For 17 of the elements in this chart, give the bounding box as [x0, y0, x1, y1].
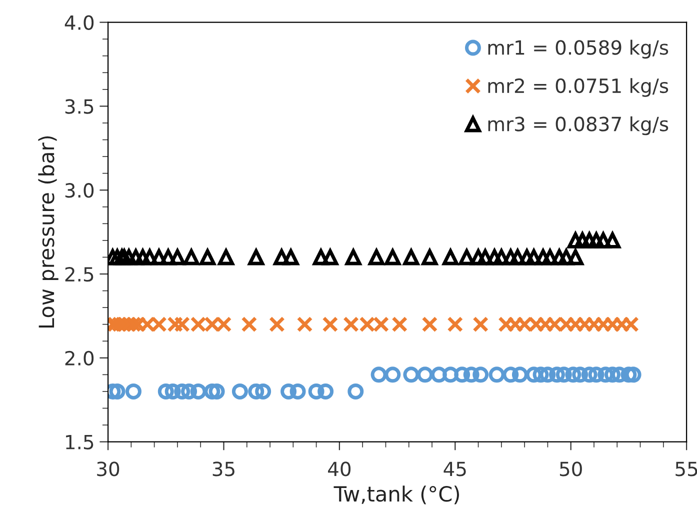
legend-label: mr1 = 0.0589 kg/s	[488, 40, 668, 59]
y-tick-label: 3.0	[65, 183, 94, 198]
x-tick-label: 30	[97, 462, 120, 476]
x-tick-label: 45	[444, 462, 466, 476]
y-axis-title: Low pressure (bar)	[38, 136, 58, 328]
y-tick-label: 2.5	[65, 266, 94, 282]
x-tick-label: 40	[328, 462, 351, 476]
legend-label: mr3 = 0.0837 kg/s	[488, 116, 668, 136]
y-tick-label: 4.0	[64, 15, 94, 30]
y-tick-label: 1.5	[66, 435, 94, 450]
x-tick-label: 35	[212, 462, 234, 476]
y-tick-label: 2.0	[65, 350, 94, 366]
legend-label: mr2 = 0.0751 kg/s	[488, 78, 668, 97]
y-tick-label: 3.5	[65, 99, 94, 114]
x-axis-title: Tw,tank (°C)	[334, 486, 459, 504]
x-tick-label: 55	[676, 462, 697, 476]
x-tick-label: 50	[560, 462, 582, 476]
